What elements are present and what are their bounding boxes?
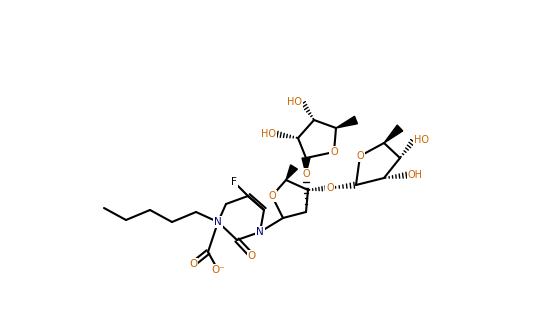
Text: OH: OH	[408, 170, 423, 180]
Text: O: O	[248, 251, 256, 261]
Text: O: O	[189, 259, 197, 269]
Text: HO: HO	[287, 97, 302, 107]
Text: N: N	[256, 227, 264, 237]
Text: F: F	[231, 177, 237, 187]
Text: O: O	[189, 259, 197, 269]
Text: O: O	[302, 169, 310, 179]
Polygon shape	[336, 116, 358, 128]
Text: F: F	[231, 177, 237, 187]
Text: HO: HO	[261, 129, 276, 139]
Text: O: O	[326, 183, 334, 193]
Text: HO: HO	[414, 135, 429, 145]
Text: N: N	[256, 227, 264, 237]
Polygon shape	[286, 165, 297, 180]
Text: N: N	[214, 217, 222, 227]
Text: O: O	[268, 191, 276, 201]
Text: N: N	[214, 217, 222, 227]
Text: O: O	[330, 147, 338, 157]
Text: O⁻: O⁻	[211, 265, 225, 275]
Text: O: O	[302, 169, 310, 179]
Text: O⁻: O⁻	[211, 265, 225, 275]
Text: HO: HO	[414, 135, 429, 145]
Text: O: O	[356, 151, 364, 161]
Text: O: O	[330, 147, 338, 157]
Text: O: O	[326, 183, 334, 193]
Text: O: O	[268, 191, 276, 201]
Text: HO: HO	[287, 97, 302, 107]
Text: O: O	[248, 251, 256, 261]
Text: O: O	[356, 151, 364, 161]
Text: HO: HO	[261, 129, 276, 139]
Polygon shape	[302, 158, 310, 174]
Text: OH: OH	[408, 170, 423, 180]
Polygon shape	[384, 125, 403, 143]
